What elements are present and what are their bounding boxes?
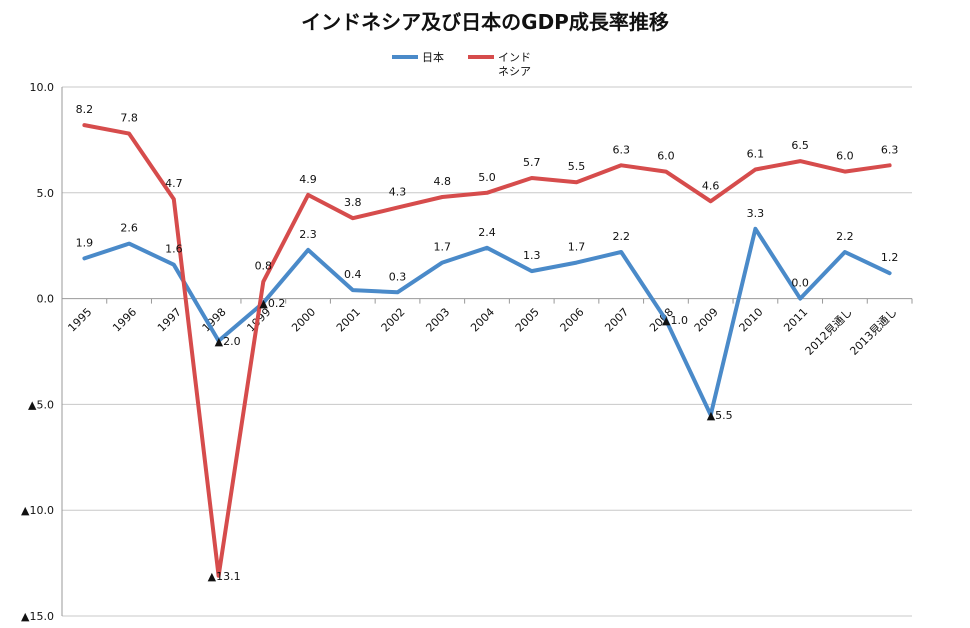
x-tick-label: 2001 — [334, 306, 363, 335]
x-tick-label: 2009 — [692, 306, 721, 335]
data-label: 5.7 — [523, 156, 541, 169]
data-label: 4.7 — [165, 177, 183, 190]
x-tick-label: 2010 — [737, 306, 766, 335]
data-label: 2.3 — [299, 228, 317, 241]
x-tick-label: 2011 — [781, 306, 810, 335]
y-axis-ticks: 10.0 5.0 0.0 ▲5.0 ▲10.0 ▲15.0 — [21, 81, 54, 623]
data-label: 6.3 — [612, 143, 630, 156]
data-label: ▲2.0 — [215, 335, 241, 348]
data-label: 0.0 — [791, 277, 809, 290]
data-label: 1.2 — [881, 251, 899, 264]
y-tick-label: ▲5.0 — [28, 398, 54, 411]
data-label: 2.4 — [478, 226, 496, 239]
data-label: ▲0.2 — [259, 297, 285, 310]
data-label: 0.4 — [344, 268, 362, 281]
data-label: 1.3 — [523, 249, 541, 262]
x-tick-label: 2006 — [558, 306, 587, 335]
data-label: 0.3 — [389, 270, 407, 283]
data-label: 8.2 — [76, 103, 94, 116]
data-label: ▲5.5 — [707, 409, 733, 422]
data-label: ▲1.0 — [662, 314, 688, 327]
y-tick-label: 5.0 — [37, 187, 55, 200]
legend-label: 日本 — [422, 50, 444, 64]
data-label: 6.5 — [791, 139, 809, 152]
x-tick-label: 2002 — [379, 306, 408, 335]
data-label: 6.3 — [881, 143, 899, 156]
data-label: 5.0 — [478, 171, 496, 184]
x-tick-label: 1995 — [65, 306, 94, 335]
data-label: ▲13.1 — [208, 570, 241, 583]
x-tick-label: 1996 — [110, 306, 139, 335]
data-label: 2.2 — [612, 230, 630, 243]
x-tick-label: 2013見通し — [847, 306, 899, 358]
legend-label-line2: ネシア — [498, 65, 531, 78]
data-label: 3.8 — [344, 196, 362, 209]
y-tick-label: 0.0 — [37, 293, 55, 306]
data-label: 6.0 — [657, 150, 675, 163]
data-label: 0.8 — [255, 260, 273, 273]
data-label: 7.8 — [120, 112, 138, 125]
data-label: 3.3 — [747, 207, 765, 220]
y-tick-label: ▲10.0 — [21, 504, 54, 517]
data-label: 1.9 — [76, 236, 94, 249]
legend: 日本 インドネシア — [392, 50, 531, 78]
series-line-1 — [82, 123, 892, 578]
y-tick-label: 10.0 — [30, 81, 55, 94]
data-label: 1.7 — [568, 241, 586, 254]
data-label: 4.3 — [389, 186, 407, 199]
data-label: 2.2 — [836, 230, 854, 243]
data-label: 2.6 — [120, 222, 138, 235]
gridlines — [61, 86, 913, 617]
x-tick-label: 2007 — [602, 306, 631, 335]
series-line-0 — [82, 226, 892, 417]
data-label: 5.5 — [568, 160, 586, 173]
data-label: 6.0 — [836, 150, 854, 163]
x-tick-label: 2005 — [513, 306, 542, 335]
data-label: 4.8 — [434, 175, 452, 188]
data-label: 6.1 — [747, 148, 765, 161]
x-tick-label: 2000 — [289, 306, 318, 335]
data-labels: 1.9 2.6 1.6 ▲2.0 ▲0.2 2.3 0.4 0.3 1.7 2.4 1.3 1.7 2.… — [76, 103, 899, 583]
data-label: 1.7 — [434, 241, 452, 254]
y-tick-label: ▲15.0 — [21, 610, 54, 623]
x-tick-label: 2003 — [423, 306, 452, 335]
x-tick-label: 1997 — [155, 306, 184, 335]
data-label: 4.9 — [299, 173, 317, 186]
chart-title: インドネシア及び日本のGDP成長率推移 — [301, 10, 669, 34]
x-tick-label: 2004 — [468, 306, 497, 335]
data-label: 1.6 — [165, 243, 183, 256]
series-lines — [82, 123, 892, 578]
legend-label: インド — [498, 51, 531, 64]
data-label: 4.6 — [702, 179, 720, 192]
x-tick-label: 2012見通し — [803, 306, 855, 358]
